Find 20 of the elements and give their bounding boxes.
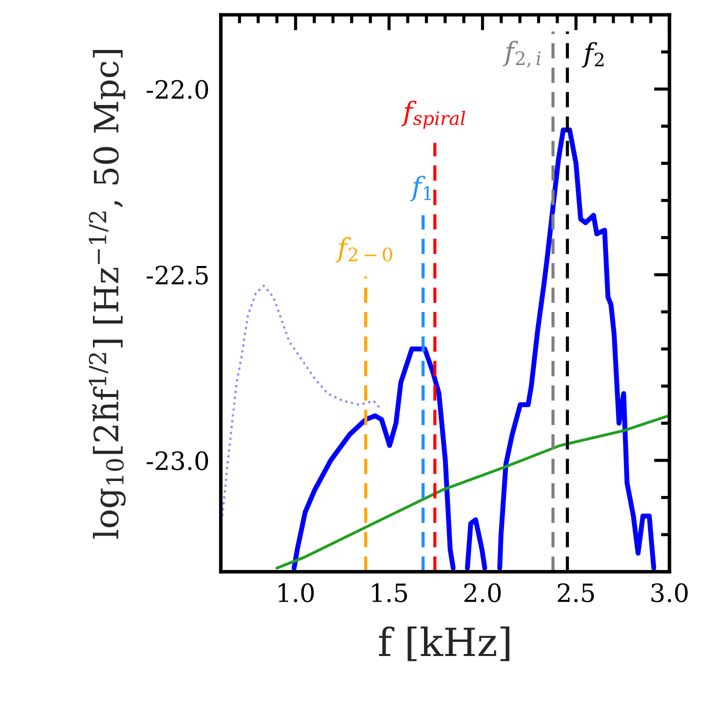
ref-line-label: f$_{2−0}$	[336, 237, 392, 263]
y-tick-label: -23.0	[146, 451, 208, 470]
line-series	[221, 284, 382, 518]
x-axis-title: f [kHz]	[379, 626, 510, 662]
line-series	[292, 346, 456, 570]
line-series	[497, 127, 656, 570]
y-axis-title: log$_{10}$[2h̃f$^{1/2}$] [Hz$^{−1/2}$, 50 Mpc]	[88, 50, 126, 539]
x-tick-label: 3.0	[651, 583, 688, 602]
y-tick-label: -22.5	[146, 266, 208, 285]
x-tick-label: 1.5	[372, 583, 408, 602]
line-series	[276, 414, 670, 570]
x-tick-label: 1.0	[278, 583, 314, 602]
line-series	[464, 517, 488, 570]
y-tick-label: -22.0	[146, 80, 208, 99]
ref-line-label: f$_{1}$	[410, 176, 431, 202]
ref-line-label: f$_{2,i}$	[502, 40, 541, 68]
x-tick-label: 2.0	[464, 583, 501, 602]
x-tick-label: 2.5	[558, 583, 594, 602]
ref-line-label: f$_{spiral}$	[401, 100, 466, 129]
ref-line-label: f$_{2}$	[582, 42, 604, 68]
